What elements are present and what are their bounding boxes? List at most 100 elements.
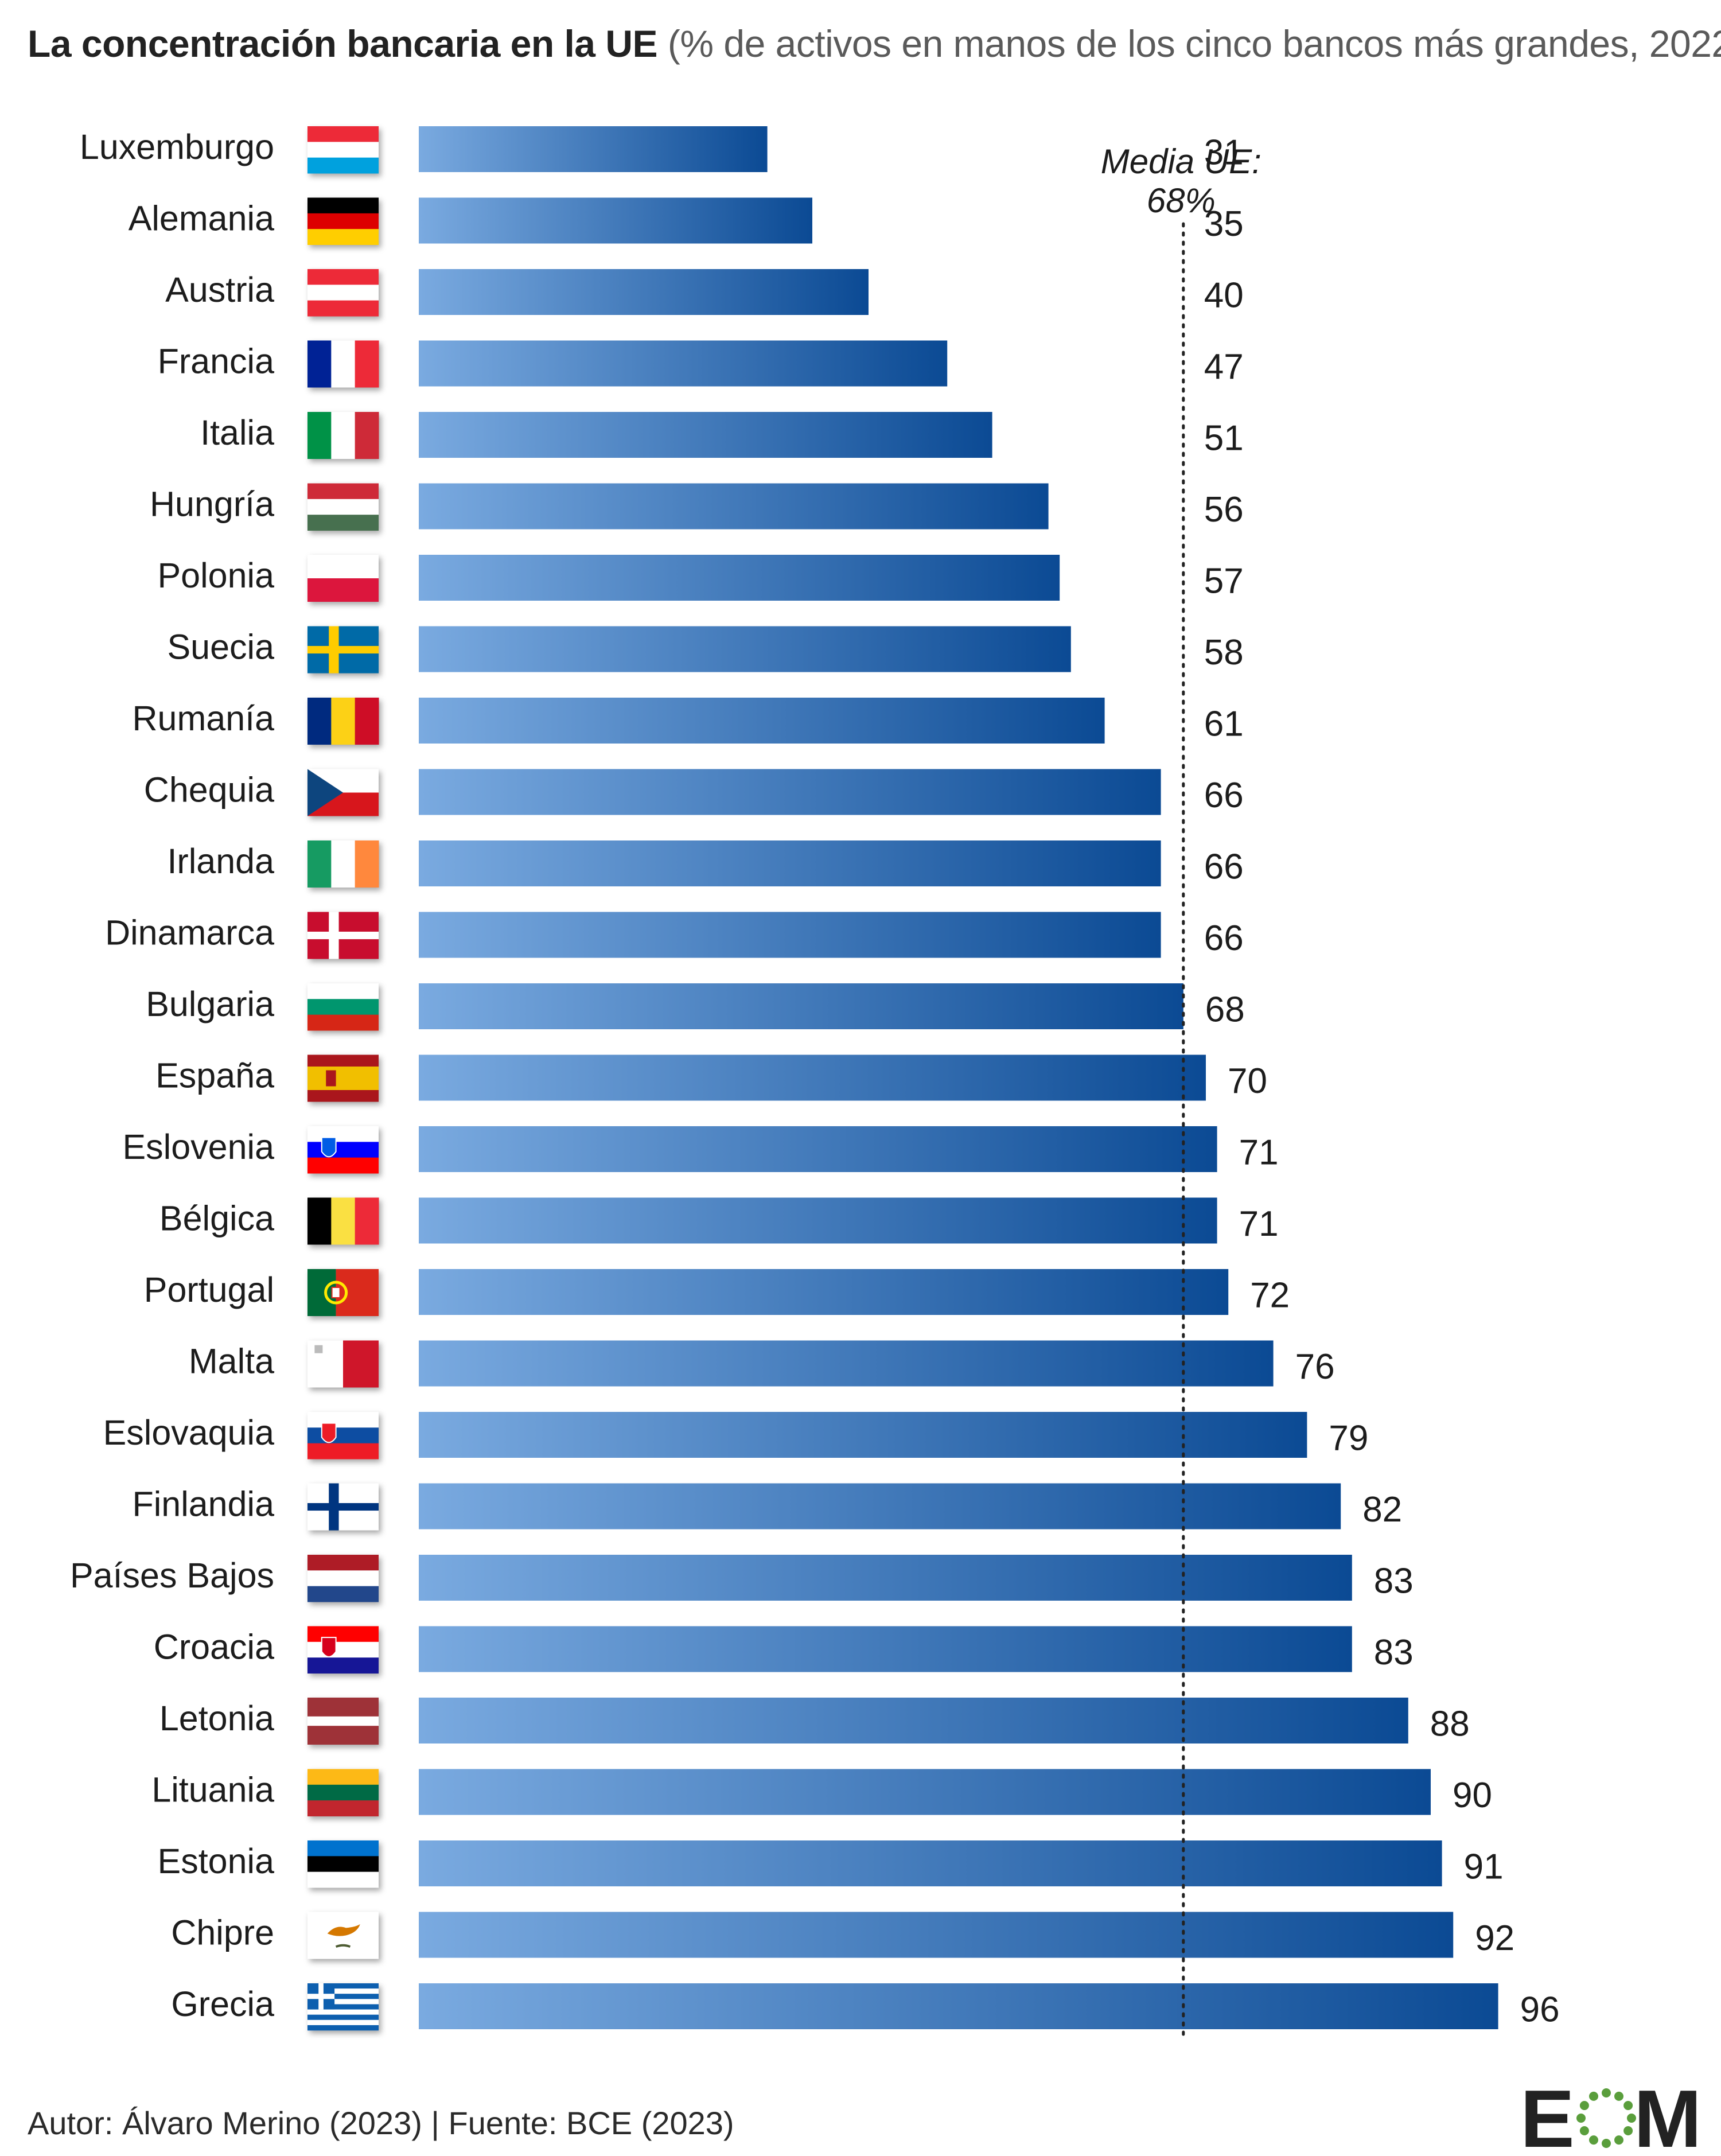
category-label: Dinamarca [105,913,274,952]
bar [419,126,768,172]
category-label: Suecia [167,628,274,667]
category-label: Chequia [144,770,274,810]
bar-value-label: 66 [1204,776,1244,815]
country-flag [307,769,379,816]
bar [419,1840,1442,1886]
bar-value-label: 66 [1204,847,1244,887]
bar [419,483,1049,530]
category-label: Italia [200,413,274,452]
country-flag [307,1197,379,1245]
bar [419,412,992,458]
category-label: Lituania [151,1770,274,1809]
category-label: Bélgica [159,1199,274,1238]
bar [419,1698,1408,1744]
bar [419,1197,1217,1244]
country-flag [307,1698,379,1745]
eu-average-value: 68% [1147,181,1216,220]
category-label: Polonia [158,556,275,595]
category-label: Letonia [159,1699,274,1738]
bar [419,1269,1229,1315]
country-flag [307,698,379,745]
category-label: Países Bajos [70,1556,274,1595]
bar [419,769,1161,815]
category-label: Eslovenia [123,1127,275,1166]
country-flag [307,1340,379,1388]
category-label: Francia [158,342,274,381]
bar-value-label: 71 [1239,1133,1279,1173]
country-flag [307,197,379,245]
country-flag [307,1912,379,1959]
country-flag [307,1769,379,1816]
bar-value-label: 82 [1362,1490,1402,1530]
bar [419,269,869,315]
bar-value-label: 90 [1453,1776,1492,1815]
category-label: Malta [189,1342,274,1381]
country-flag [307,983,379,1031]
bar-value-label: 70 [1228,1061,1267,1101]
source-footer: Autor: Álvaro Merino (2023) | Fuente: BC… [28,2105,734,2141]
country-flag [307,555,379,602]
bar-value-label: 96 [1520,1990,1560,2030]
bar-value-label: 58 [1204,633,1244,672]
category-label: Hungría [150,485,274,524]
country-flag [307,483,379,531]
bar-value-label: 68 [1205,990,1245,1030]
bar [419,1769,1431,1815]
category-label: Rumanía [132,699,274,738]
category-label: Chipre [171,1913,274,1952]
category-label: Estonia [158,1842,275,1881]
bar-value-label: 76 [1295,1347,1335,1387]
bar [419,1983,1498,2029]
logo-ring-icon [1576,2088,1636,2148]
bar-value-label: 57 [1204,562,1244,601]
bar-value-label: 66 [1204,919,1244,958]
category-label: Finlandia [132,1485,274,1524]
bar [419,1340,1274,1387]
logo-letter: M [1634,2077,1701,2151]
bar-value-label: 92 [1475,1918,1514,1958]
bar [419,1412,1307,1458]
bar-value-label: 31 [1204,133,1244,173]
category-label: Croacia [154,1628,274,1667]
bar-value-label: 79 [1329,1419,1368,1458]
bar [419,1626,1352,1672]
bar [419,1555,1352,1601]
country-flag [307,1626,379,1674]
bar [419,698,1105,744]
bar-value-label: 47 [1204,347,1244,387]
bar-value-label: 71 [1239,1204,1279,1244]
country-flag [307,1412,379,1460]
bar [419,1126,1217,1172]
country-flag [307,1054,379,1102]
chart-title-subtitle: (% de activos en manos de los cinco banc… [667,22,1721,65]
country-flag [307,1269,379,1316]
country-flag [307,126,379,174]
bar [419,840,1161,886]
bar-value-label: 35 [1204,204,1244,244]
category-label: Eslovaquia [103,1413,274,1452]
category-label: Luxemburgo [80,127,274,166]
bar-value-label: 83 [1374,1633,1414,1672]
category-label: Austria [165,270,274,309]
bar [419,912,1161,958]
chart-title-main: La concentración bancaria en la UE [28,22,658,65]
country-flag [307,412,379,459]
country-flag [307,1555,379,1602]
bar-value-label: 72 [1250,1276,1290,1316]
bar [419,197,812,244]
eu-average-label: Media UE: [1101,142,1261,181]
country-flag [307,840,379,888]
bar [419,555,1060,601]
bar-value-label: 51 [1204,419,1244,458]
bar [419,626,1071,672]
bar [419,983,1183,1029]
bar-value-label: 56 [1204,490,1244,530]
chart-title: La concentración bancaria en la UE (% de… [28,22,1721,65]
bar [419,1054,1206,1101]
bar-value-label: 61 [1204,705,1244,744]
category-label: Portugal [144,1270,274,1309]
country-flag [307,1483,379,1531]
bar-value-label: 40 [1204,276,1244,316]
category-label: Grecia [171,1984,274,2023]
